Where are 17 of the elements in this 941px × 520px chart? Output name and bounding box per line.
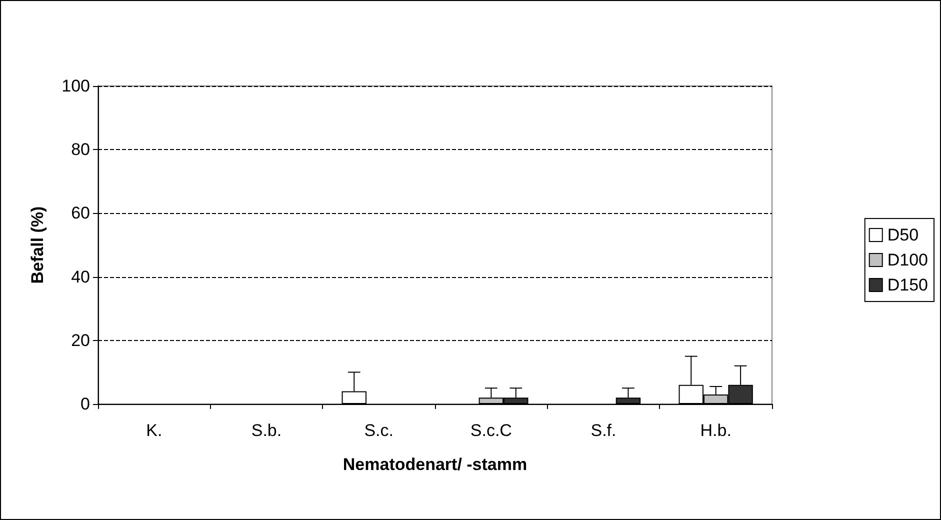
y-axis-title: Befall (%)	[28, 206, 47, 284]
x-tick-label: S.b.	[251, 421, 282, 440]
x-axis-title: Nematodenart/ -stamm	[342, 455, 528, 474]
y-tick-label: 0	[80, 394, 90, 414]
x-tick-label: S.f.	[590, 421, 616, 440]
x-tick-label: S.c.	[364, 421, 394, 440]
y-tick-label: 40	[71, 267, 90, 286]
x-tick-label: K.	[146, 421, 162, 440]
legend-label: D50	[887, 226, 919, 244]
legend-label: D100	[887, 250, 928, 270]
x-tick-label: S.c.C	[470, 421, 512, 440]
x-tick-label: H.b.	[700, 421, 732, 440]
y-tick-label: 80	[71, 140, 90, 160]
y-tick-label: 20	[71, 330, 90, 350]
y-tick-label: 100	[62, 76, 90, 96]
y-tick-label: 60	[71, 204, 90, 223]
legend-label: D150	[887, 276, 928, 294]
